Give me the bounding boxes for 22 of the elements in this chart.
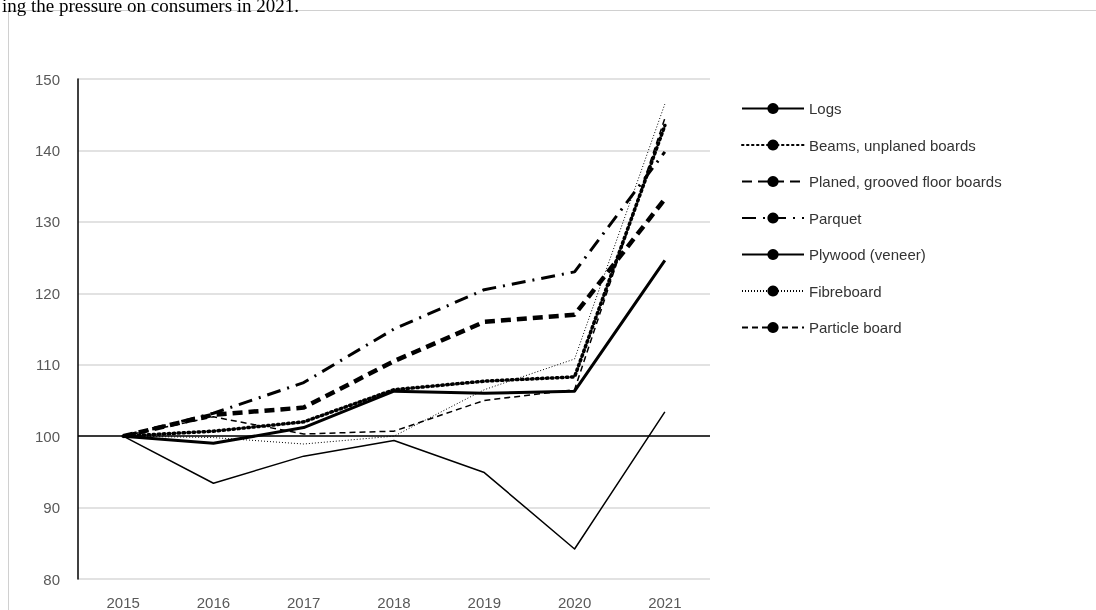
legend-label: Plywood (veneer) [809, 246, 926, 263]
x-tick-label: 2020 [557, 594, 592, 610]
y-tick-label: 120 [34, 284, 60, 302]
y-tick-label: 110 [36, 356, 60, 374]
y-tick-label: 90 [43, 499, 60, 517]
y-tick-label: 140 [34, 141, 60, 159]
legend-label: Beams, unplaned boards [809, 136, 976, 154]
x-tick-label: 2017 [287, 594, 321, 610]
legend-label: Parquet [809, 209, 863, 227]
x-tick-label: 2019 [467, 594, 501, 610]
legend-label: Logs [809, 100, 842, 117]
x-tick-label: 2016 [196, 594, 231, 610]
y-tick-label: 80 [43, 570, 60, 588]
y-tick-label: 150 [34, 70, 60, 88]
legend-label: Planed, grooved floor boards [809, 173, 1002, 190]
x-tick-label: 2018 [377, 594, 411, 610]
x-tick-label: 2021 [648, 594, 682, 610]
legend-label: Fibreboard [809, 282, 882, 300]
legend-label: Particle board [809, 319, 902, 336]
x-tick-label: 2015 [106, 594, 140, 610]
y-tick-label: 100 [34, 427, 60, 445]
y-tick-label: 130 [34, 213, 60, 231]
